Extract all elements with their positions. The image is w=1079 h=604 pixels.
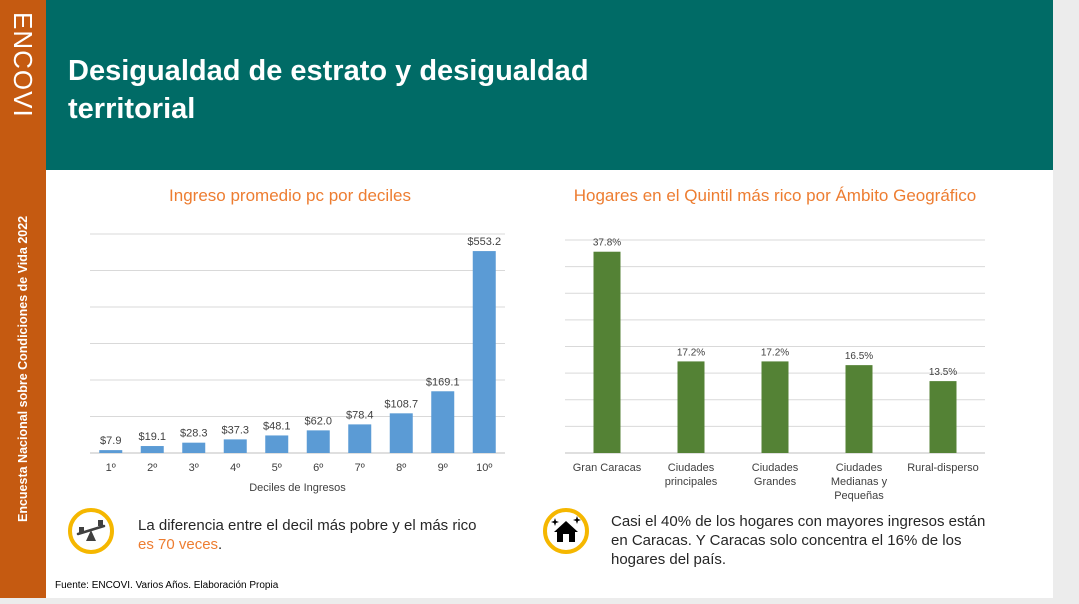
data-label: $48.1 xyxy=(263,420,291,432)
tick-label: 4º xyxy=(230,462,240,474)
tick-label: Ciudades xyxy=(668,462,715,474)
data-label: $553.2 xyxy=(467,236,501,248)
bar xyxy=(348,424,372,453)
seesaw-icon xyxy=(68,508,114,554)
tick-label: 2º xyxy=(147,462,157,474)
bar xyxy=(761,361,789,453)
note-right-line2: en Caracas. Y Caracas solo concentra el … xyxy=(611,532,962,549)
tick-label: 3º xyxy=(189,462,199,474)
chart2-title: Hogares en el Quintil más rico por Ámbit… xyxy=(573,186,977,205)
data-label: $28.3 xyxy=(180,428,208,440)
tick-label: Ciudades xyxy=(752,462,799,474)
bar xyxy=(265,435,289,453)
note-left-text: La diferencia entre el decil más pobre y… xyxy=(138,516,538,554)
tick-label: 7º xyxy=(355,462,365,474)
x-axis-label: Deciles de Ingresos xyxy=(249,482,346,494)
data-label: $62.0 xyxy=(304,415,332,427)
chart1-title: Ingreso promedio pc por deciles xyxy=(169,186,411,205)
data-label: $169.1 xyxy=(426,376,460,388)
bar xyxy=(389,413,413,453)
data-label: 17.2% xyxy=(761,347,789,358)
tick-label: Ciudades xyxy=(836,462,883,474)
header: Desigualdad de estrato y desigualdad ter… xyxy=(46,0,1053,170)
tick-label: Pequeñas xyxy=(834,490,884,502)
tick-label: 10º xyxy=(476,462,492,474)
bar xyxy=(472,251,496,453)
data-label: 13.5% xyxy=(929,367,957,378)
bar xyxy=(306,430,330,453)
income-deciles-chart: $7.9 1º $19.1 2º $28.3 3º $37.3 4º $48.1 5º $62.0 6… xyxy=(90,233,505,494)
sidebar: ENCOVI Encuesta Nacional sobre Condicion… xyxy=(0,0,46,598)
tick-label: 5º xyxy=(272,462,282,474)
bar xyxy=(99,450,123,453)
note-right-line3: hogares del país. xyxy=(611,551,727,568)
encovi-logo: ENCOVI xyxy=(4,12,42,122)
geographic-quintile-chart: 37.8% Gran Caracas 17.2% Ciudades principale… xyxy=(565,238,985,502)
data-label: $78.4 xyxy=(346,409,374,421)
bar xyxy=(431,391,455,453)
slide: ENCOVI Encuesta Nacional sobre Condicion… xyxy=(0,0,1053,598)
tick-label: 6º xyxy=(313,462,323,474)
tick-label: Medianas y xyxy=(831,476,888,488)
data-label: $7.9 xyxy=(100,435,121,447)
note-left-end: . xyxy=(218,536,223,553)
data-label: $108.7 xyxy=(384,398,418,410)
data-label: 17.2% xyxy=(677,347,705,358)
house-sparkle-icon xyxy=(543,508,589,554)
note-left-line1: La diferencia entre el decil más pobre y… xyxy=(138,517,477,534)
bar xyxy=(845,365,873,453)
bar xyxy=(140,446,164,453)
tick-label: Rural-disperso xyxy=(907,462,979,474)
tick-label: Gran Caracas xyxy=(573,462,642,474)
source-footnote: Fuente: ENCOVI. Varios Años. Elaboración… xyxy=(55,580,279,591)
data-label: $19.1 xyxy=(138,431,166,443)
tick-label: 9º xyxy=(438,462,448,474)
data-label: 16.5% xyxy=(845,351,873,362)
bar xyxy=(223,439,247,453)
logo-text: ENCOVI xyxy=(8,12,38,118)
bar xyxy=(929,381,957,453)
tick-label: 1º xyxy=(106,462,116,474)
page-title: Desigualdad de estrato y desigualdad ter… xyxy=(68,55,589,125)
tick-label: Grandes xyxy=(754,476,797,488)
sidebar-survey-title: Encuesta Nacional sobre Condiciones de V… xyxy=(16,215,30,522)
data-label: $37.3 xyxy=(221,424,249,436)
tick-label: principales xyxy=(665,476,718,488)
bar xyxy=(182,442,206,453)
note-left-highlight: es 70 veces xyxy=(138,536,219,553)
bar xyxy=(677,361,705,453)
note-right-text: Casi el 40% de los hogares con mayores i… xyxy=(611,512,1011,569)
data-label: 37.8% xyxy=(593,238,621,249)
note-right-line1: Casi el 40% de los hogares con mayores i… xyxy=(611,513,986,530)
bar xyxy=(593,251,621,453)
tick-label: 8º xyxy=(396,462,406,474)
